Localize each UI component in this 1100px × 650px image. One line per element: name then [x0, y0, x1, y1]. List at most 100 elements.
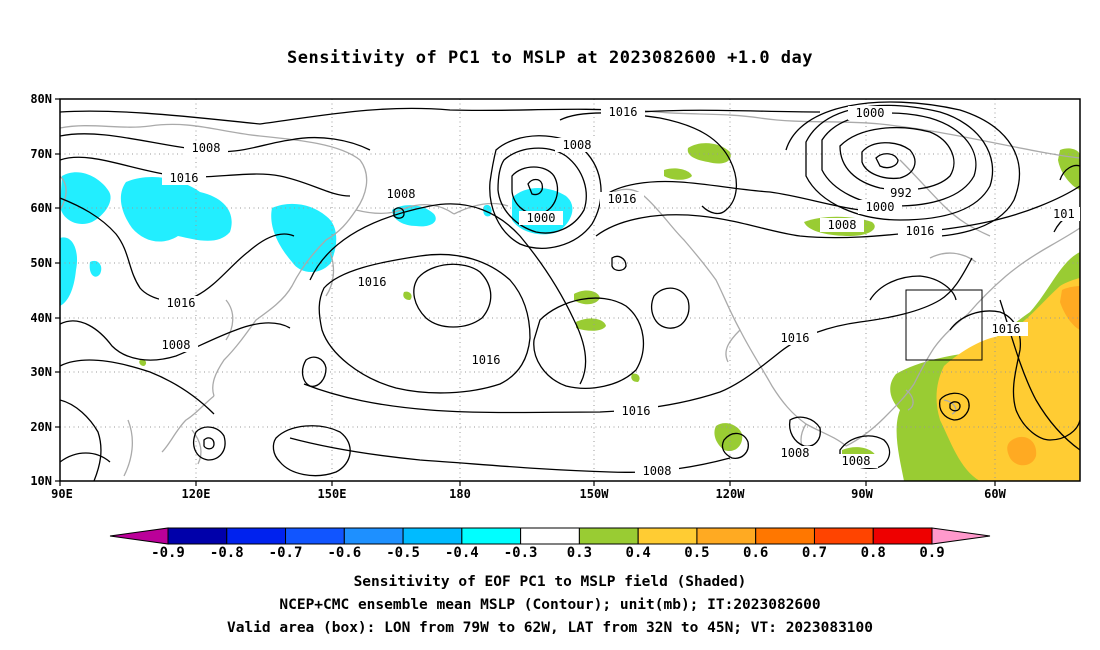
colorbar-max-arrow	[931, 527, 991, 545]
svg-text:1008: 1008	[781, 446, 810, 460]
colorbar-cell	[461, 527, 522, 545]
lat-label: 80N	[30, 92, 52, 106]
colorbar-label: -0.7	[269, 545, 303, 561]
colorbar-cell	[167, 527, 228, 545]
colorbar-label: 0.5	[684, 545, 709, 561]
colorbar-label: -0.6	[327, 545, 361, 561]
colorbar-cell	[755, 527, 815, 545]
contour-label: 1016	[984, 322, 1028, 336]
svg-text:1000: 1000	[866, 200, 895, 214]
svg-text:992: 992	[890, 186, 912, 200]
lon-label: 90W	[851, 487, 873, 501]
contour-label: 1016	[601, 105, 645, 119]
contour-labels: 1016 1008 1000 1008 1016 1008 1016 1000 …	[154, 105, 1080, 478]
contour-label: 1016	[464, 353, 508, 367]
colorbar-label: 0.8	[861, 545, 886, 561]
colorbar-cell	[637, 527, 698, 545]
colorbar-label: -0.8	[210, 545, 244, 561]
contour-label: 1000	[848, 106, 892, 120]
svg-text:101: 101	[1053, 207, 1075, 221]
contour-label: 1008	[154, 338, 198, 352]
colorbar-label: 0.9	[919, 545, 944, 561]
colorbar-cell	[343, 527, 404, 545]
lon-axis: 90E 120E 150E 180 150W 120W 90W 60W	[51, 481, 1007, 501]
shading-negative	[60, 172, 573, 306]
caption-line-1: Sensitivity of EOF PC1 to MSLP field (Sh…	[353, 574, 747, 590]
contour-label: 1008	[834, 454, 878, 468]
contour-label: 1000	[519, 211, 563, 225]
contour-label: 1000	[858, 200, 902, 214]
colorbar-cell	[520, 527, 580, 545]
caption-line-2: NCEP+CMC ensemble mean MSLP (Contour); u…	[279, 597, 821, 613]
colorbar-cell	[578, 527, 639, 545]
lon-label: 120W	[716, 487, 746, 501]
lon-label: 150E	[318, 487, 347, 501]
colorbar-cell	[226, 527, 287, 545]
svg-text:1008: 1008	[828, 218, 857, 232]
lat-label: 10N	[30, 474, 52, 488]
svg-text:1008: 1008	[643, 464, 672, 478]
contour-label: 101	[1051, 207, 1080, 221]
contour-label: 1008	[184, 141, 228, 155]
svg-text:1016: 1016	[358, 275, 387, 289]
contour-label: 1016	[773, 331, 817, 345]
svg-text:1016: 1016	[781, 331, 810, 345]
svg-text:1016: 1016	[472, 353, 501, 367]
lat-axis: 80N 70N 60N 50N 40N 30N 20N 10N	[30, 92, 60, 488]
colorbar-cell	[285, 527, 345, 545]
lat-label: 60N	[30, 201, 52, 215]
lat-label: 30N	[30, 365, 52, 379]
lat-label: 70N	[30, 147, 52, 161]
lon-label: 90E	[51, 487, 73, 501]
lon-label: 120E	[182, 487, 211, 501]
map-frame	[59, 98, 1081, 482]
contour-label: 1016	[600, 192, 644, 206]
colorbar-label: 0.6	[743, 545, 768, 561]
valid-area-box	[905, 289, 983, 361]
contour-label: 1016	[162, 171, 206, 185]
contour-label: 1008	[379, 187, 423, 201]
lat-label: 50N	[30, 256, 52, 270]
svg-text:1016: 1016	[170, 171, 199, 185]
contour-label: 1016	[614, 404, 658, 418]
contour-label: 1008	[555, 138, 599, 152]
svg-text:1016: 1016	[906, 224, 935, 238]
colorbar-min-arrow	[109, 527, 169, 545]
lat-label: 40N	[30, 311, 52, 325]
contour-label: 1008	[635, 464, 679, 478]
svg-text:1008: 1008	[563, 138, 592, 152]
colorbar-label: -0.9	[151, 545, 185, 561]
colorbar: -0.9 -0.8 -0.7 -0.6 -0.5 -0.4 -0.3 0.3 0.4 0.5 0.6…	[109, 527, 991, 561]
svg-text:1016: 1016	[622, 404, 651, 418]
colorbar-label: -0.3	[504, 545, 538, 561]
colorbar-label: 0.4	[626, 545, 651, 561]
colorbar-cell	[402, 527, 463, 545]
contour-label: 992	[884, 186, 918, 200]
contour-label: 1016	[159, 296, 203, 310]
colorbar-cell	[813, 527, 874, 545]
lon-label: 180	[449, 487, 471, 501]
colorbar-label: 0.7	[802, 545, 827, 561]
colorbar-label: -0.4	[445, 545, 479, 561]
svg-text:1016: 1016	[608, 192, 637, 206]
colorbar-label: -0.5	[386, 545, 420, 561]
lon-label: 60W	[984, 487, 1006, 501]
svg-text:1008: 1008	[162, 338, 191, 352]
colorbar-label: 0.3	[567, 545, 592, 561]
contour-label: 1016	[898, 224, 942, 238]
contour-label: 1016	[350, 275, 394, 289]
caption-line-3: Valid area (box): LON from 79W to 62W, L…	[226, 620, 873, 636]
svg-text:1000: 1000	[527, 211, 556, 225]
map-title: Sensitivity of PC1 to MSLP at 2023082600…	[286, 48, 813, 68]
svg-text:1016: 1016	[992, 322, 1021, 336]
colorbar-cell	[872, 527, 933, 545]
lon-label: 150W	[580, 487, 610, 501]
svg-text:1008: 1008	[192, 141, 221, 155]
contour-label: 1008	[820, 218, 864, 232]
svg-text:1000: 1000	[856, 106, 885, 120]
svg-text:1016: 1016	[167, 296, 196, 310]
colorbar-cell	[696, 527, 757, 545]
svg-text:1016: 1016	[609, 105, 638, 119]
svg-text:1008: 1008	[842, 454, 871, 468]
